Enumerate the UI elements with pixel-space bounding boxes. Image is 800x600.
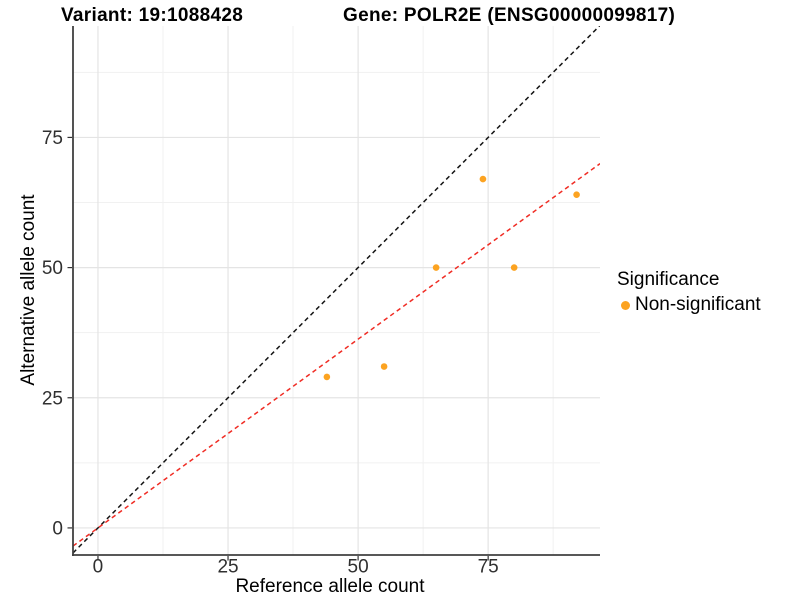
y-axis-title: Alternative allele count	[18, 194, 39, 386]
identity-line	[73, 26, 600, 554]
x-tick-label: 0	[93, 557, 104, 578]
legend-item-label: Non-significant	[635, 294, 761, 315]
legend-dot-icon	[621, 300, 630, 310]
y-tick-label: 50	[42, 258, 63, 279]
data-point	[479, 175, 487, 183]
data-point	[510, 264, 518, 271]
x-tick-label: 75	[478, 557, 499, 578]
data-point	[380, 363, 388, 370]
plot-title-variant: Variant: 19:1088428	[61, 5, 244, 26]
legend-item-non-significant: Non-significant	[617, 294, 761, 316]
legend-title: Significance	[617, 269, 720, 290]
y-tick-label: 0	[52, 518, 63, 539]
plot-title-gene: Gene: POLR2E (ENSG00000099817)	[343, 5, 676, 26]
fitted-ratio-line	[73, 163, 600, 547]
x-tick-label: 25	[217, 557, 238, 578]
y-tick-label: 75	[42, 128, 63, 149]
x-tick-label: 50	[348, 557, 369, 578]
data-point	[323, 373, 331, 381]
y-tick-label: 25	[42, 388, 63, 409]
data-point	[573, 191, 580, 198]
legend: Significance Non-significant	[617, 269, 761, 316]
x-axis-title: Reference allele count	[235, 576, 425, 597]
data-point	[432, 264, 440, 271]
